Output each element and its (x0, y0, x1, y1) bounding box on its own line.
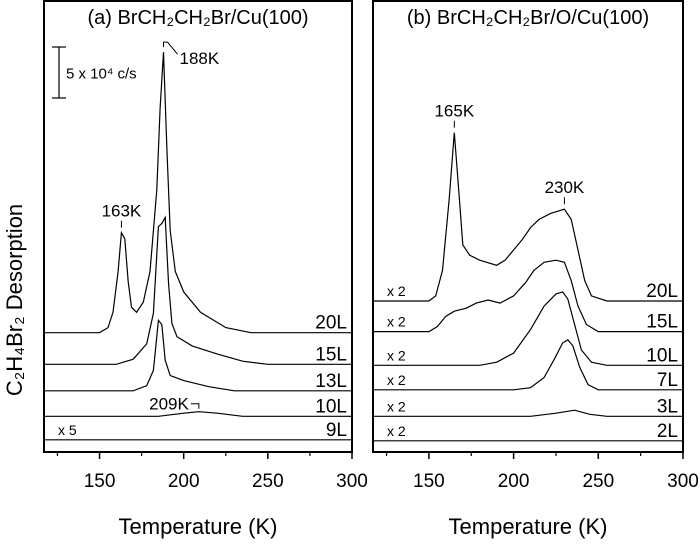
y-axis-label: C₂H₄Br₂ Desorption (2, 204, 27, 396)
series-label: 15L (315, 344, 347, 365)
x-tick-label: 150 (413, 471, 445, 492)
multiplier-label: x 2 (387, 398, 406, 414)
multiplier-label: x 2 (387, 283, 406, 299)
series-line-15L (44, 215, 352, 365)
annotation-leader (162, 41, 178, 55)
series-line-10L (373, 291, 683, 366)
panel-b: (b) BrCH₂CH₂Br/O/Cu(100) 150 200 250 300 Temp… (372, 0, 699, 539)
series-line-10L (44, 411, 352, 417)
series-label: 13L (315, 371, 347, 392)
x-tick-label: 200 (498, 471, 530, 492)
panel-title: (b) BrCH₂CH₂Br/O/Cu(100) (407, 7, 649, 29)
series-line-20L (373, 132, 683, 302)
peak-annotation: 230K (545, 178, 585, 197)
series-line-13L (44, 318, 352, 392)
x-tick-label: 150 (84, 471, 116, 492)
annotation-leader (190, 403, 200, 409)
series-line-15L (373, 259, 683, 333)
x-tick-label: 200 (168, 471, 200, 492)
x-tick-label: 300 (667, 471, 699, 492)
multiplier-label: x 2 (387, 314, 406, 330)
multiplier-label: x 2 (387, 423, 406, 439)
multiplier-label: x 5 (58, 422, 77, 438)
series-label: 3L (657, 396, 678, 417)
series-line-20L (44, 52, 352, 334)
series-label: 2L (657, 421, 678, 442)
panel-title: (a) BrCH₂CH₂Br/Cu(100) (87, 7, 308, 29)
panel-a: (a) BrCH₂CH₂Br/Cu(100) 150 200 250 300 Temper… (2, 0, 368, 539)
x-tick-label: 300 (336, 471, 368, 492)
multiplier-label: x 2 (387, 372, 406, 388)
x-tick-label: 250 (252, 471, 284, 492)
series-line-7L (373, 339, 683, 391)
plot-frame (372, 0, 684, 453)
series-label: 7L (657, 370, 678, 391)
series-label: 10L (646, 345, 678, 366)
series-label: 20L (646, 281, 678, 302)
peak-annotation: 165K (434, 102, 474, 121)
series-label: 20L (315, 313, 347, 334)
scale-bar-label: 5 x 10⁴ c/s (66, 66, 137, 83)
peak-annotation: 188K (179, 49, 219, 68)
x-axis-label: Temperature (K) (449, 514, 608, 539)
plot-frame (43, 0, 353, 453)
peak-annotation: 163K (102, 202, 142, 221)
series-label: 10L (315, 396, 347, 417)
x-axis-label: Temperature (K) (119, 514, 278, 539)
peak-annotation: 209K (149, 395, 189, 414)
x-tick-label: 250 (582, 471, 614, 492)
multiplier-label: x 2 (387, 347, 406, 363)
series-line-3L (373, 409, 683, 417)
series-label: 15L (646, 312, 678, 333)
series-label: 9L (326, 420, 347, 441)
